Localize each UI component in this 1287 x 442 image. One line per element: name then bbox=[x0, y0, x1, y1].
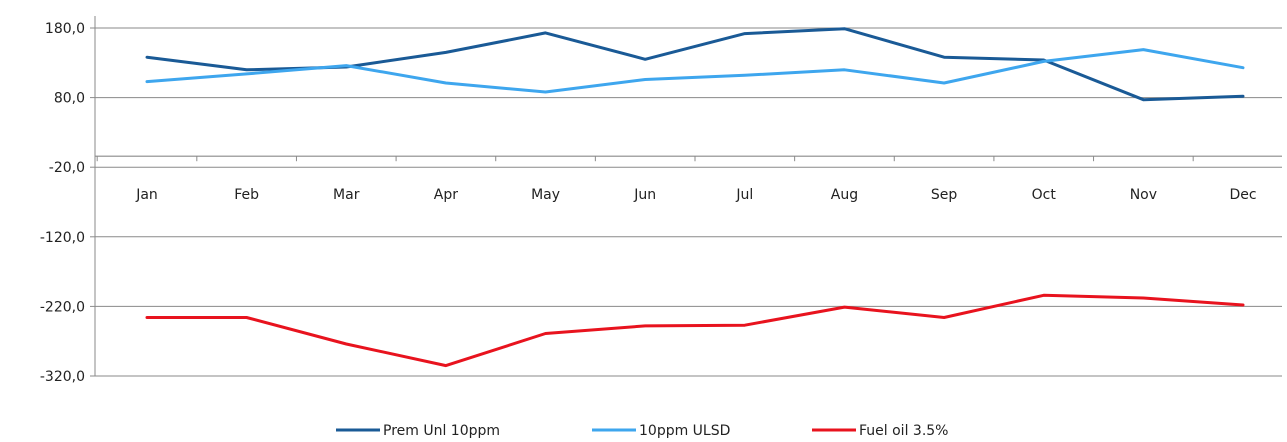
x-tick-label: Mar bbox=[333, 187, 360, 203]
x-axis-tick-labels: Jan Feb Mar Apr May Jun Jul Aug Sep Oct Nov Dec bbox=[135, 187, 1256, 203]
legend: Prem Unl 10ppm 10ppm ULSD Fuel oil 3.5% bbox=[336, 423, 948, 439]
x-tick-label: May bbox=[531, 187, 560, 203]
series-line-2 bbox=[145, 293, 1245, 368]
y-tick-label: 180,0 bbox=[45, 21, 85, 37]
legend-label: Prem Unl 10ppm bbox=[383, 423, 500, 439]
x-tick-label: Jun bbox=[633, 187, 656, 203]
x-tick-label: Dec bbox=[1229, 187, 1256, 203]
series-line-1 bbox=[145, 48, 1245, 94]
x-tick-label: Sep bbox=[931, 187, 958, 203]
y-tick-label: -120,0 bbox=[40, 230, 85, 246]
y-tick-label: -320,0 bbox=[40, 369, 85, 385]
gridlines bbox=[95, 27, 1282, 377]
x-tick-label: Jul bbox=[735, 187, 753, 203]
x-tick-label: Aug bbox=[831, 187, 858, 203]
y-tick-label: -220,0 bbox=[40, 299, 85, 315]
legend-label: Fuel oil 3.5% bbox=[859, 423, 948, 439]
x-tick-label: Feb bbox=[234, 187, 259, 203]
series-lines bbox=[145, 27, 1245, 368]
y-axis-tick-labels: 180,0 80,0 -20,0 -120,0 -220,0 -320,0 bbox=[40, 21, 85, 385]
legend-label: 10ppm ULSD bbox=[639, 423, 730, 439]
x-tick-label: Apr bbox=[434, 187, 458, 203]
x-tick-label: Oct bbox=[1032, 187, 1057, 203]
y-tick-label: -20,0 bbox=[49, 160, 85, 176]
x-tick-label: Nov bbox=[1130, 187, 1157, 203]
series-line-0 bbox=[145, 27, 1245, 102]
axes bbox=[90, 16, 1282, 377]
x-tick-label: Jan bbox=[135, 187, 158, 203]
y-tick-label: 80,0 bbox=[54, 91, 85, 107]
